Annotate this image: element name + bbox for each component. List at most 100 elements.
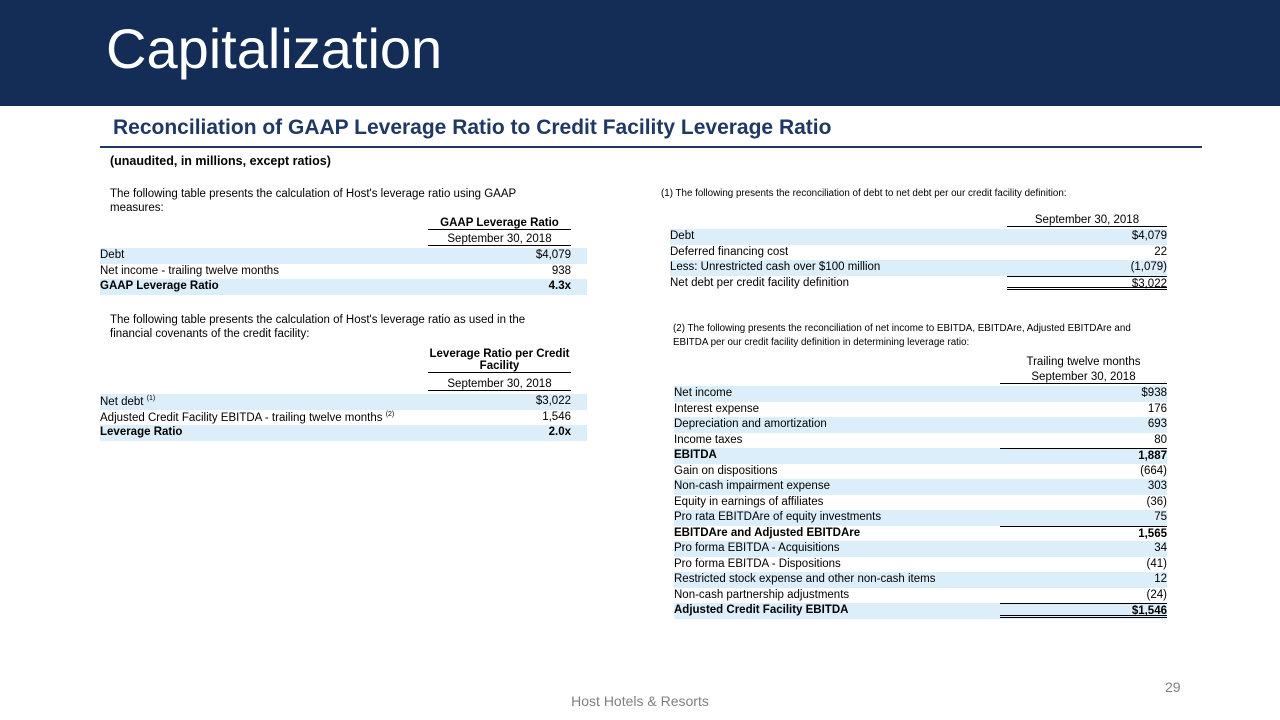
- label-text: Debt: [100, 249, 125, 261]
- footnote-ref: (2): [385, 410, 395, 418]
- column-period: September 30, 2018: [428, 233, 571, 246]
- value-cell: $3,022: [1007, 275, 1167, 290]
- row-label: Gain on dispositions: [674, 465, 778, 477]
- row-label: Interest expense: [674, 403, 759, 415]
- table-row: Restricted stock expense and other non-c…: [674, 572, 1167, 588]
- label-text: Deferred financing cost: [670, 245, 789, 258]
- row-label: Equity in earnings of affiliates: [674, 496, 823, 508]
- value-cell: 2.0x: [548, 426, 571, 439]
- row-label: Debt: [100, 249, 124, 261]
- label-text: Non-cash impairment expense: [674, 480, 830, 492]
- subtitle: Reconciliation of GAAP Leverage Ratio to…: [113, 116, 832, 139]
- label-text: Debt: [670, 230, 695, 242]
- footnote-ref: (1): [146, 395, 156, 402]
- value-cell: 1,887: [1000, 448, 1167, 463]
- row-label: EBITDAre and Adjusted EBITDAre: [674, 527, 860, 539]
- table-row: Equity in earnings of affiliates (36): [674, 495, 1167, 511]
- divider: [100, 146, 1202, 148]
- value-cell: $1,546: [1000, 603, 1167, 618]
- table-row: Depreciation and amortization 693: [674, 417, 1167, 433]
- row-label: Pro rata EBITDAre of equity investments: [674, 511, 881, 523]
- value-cell: 176: [1147, 402, 1167, 415]
- table-row: Interest expense 176: [674, 402, 1167, 418]
- value-cell: $3,022: [535, 395, 571, 407]
- table-row: Net debt per credit facility definition $…: [670, 275, 1167, 292]
- table-row: Net income $938: [674, 386, 1167, 402]
- label-text: Pro rata EBITDAre of equity investments: [674, 511, 882, 523]
- value-cell: 303: [1147, 480, 1167, 492]
- table-row: Non-cash partnership adjustments (24): [674, 588, 1167, 604]
- page-number: 29: [1165, 679, 1181, 695]
- row-label: Adjusted Credit Facility EBITDA: [674, 604, 848, 616]
- table-row: Debt $4,079: [670, 229, 1167, 245]
- label-text: Equity in earnings of affiliates: [674, 495, 824, 508]
- value-cell: 80: [1154, 433, 1167, 446]
- row-label: Non-cash impairment expense: [674, 480, 830, 492]
- value-cell: 4.3x: [548, 280, 571, 293]
- label-text: EBITDA: [674, 449, 717, 461]
- row-label: Debt: [670, 230, 694, 242]
- row-label: Net income: [674, 387, 732, 399]
- value-cell: (24): [1146, 588, 1167, 601]
- row-label: Pro forma EBITDA - Acquisitions: [674, 542, 840, 554]
- table-row: Debt $4,079: [100, 248, 587, 264]
- row-label: Depreciation and amortization: [674, 418, 827, 430]
- row-label: Non-cash partnership adjustments: [674, 589, 849, 601]
- row-label: Leverage Ratio: [100, 426, 182, 438]
- label-text: Leverage Ratio: [100, 426, 183, 439]
- label-text: EBITDAre and Adjusted EBITDAre: [674, 526, 861, 539]
- value-cell: 22: [1154, 245, 1167, 258]
- table-row: Income taxes 80: [674, 433, 1167, 449]
- row-label: Net income - trailing twelve months: [100, 265, 279, 277]
- row-label: Pro forma EBITDA - Dispositions: [674, 558, 841, 570]
- label-text: Net income - trailing twelve months: [100, 264, 279, 277]
- table-row: Adjusted Credit Facility EBITDA - traili…: [100, 410, 587, 426]
- value-cell: 34: [1154, 542, 1167, 554]
- value-cell: $4,079: [1131, 230, 1167, 242]
- label-text: Pro forma EBITDA - Acquisitions: [674, 542, 840, 554]
- value-cell: 1,565: [1000, 525, 1167, 541]
- table-row: Net debt (1) $3,022: [100, 394, 587, 410]
- table-row: Pro forma EBITDA - Dispositions (41): [674, 557, 1167, 573]
- label-text: Net debt: [100, 395, 144, 408]
- value-cell: 12: [1154, 573, 1167, 585]
- value-cell: $4,079: [535, 249, 571, 261]
- label-text: Restricted stock expense and other non-c…: [674, 573, 936, 585]
- table-intro: The following table presents the calcula…: [110, 314, 526, 340]
- table-row: Net income - trailing twelve months 938: [100, 264, 587, 280]
- footer-company: Host Hotels & Resorts: [571, 693, 709, 709]
- table-row: Leverage Ratio 2.0x: [100, 425, 587, 442]
- value-cell: 938: [551, 264, 571, 277]
- table-row: GAAP Leverage Ratio 4.3x: [100, 279, 587, 296]
- table-row: Adjusted Credit Facility EBITDA $1,546: [674, 603, 1167, 619]
- row-label: GAAP Leverage Ratio: [100, 280, 219, 292]
- header-bar: [0, 0, 1280, 106]
- value-cell: (41): [1146, 557, 1167, 570]
- table-intro: The following table presents the calcula…: [110, 188, 516, 214]
- table-row: Less: Unrestricted cash over $100 millio…: [670, 260, 1167, 276]
- column-period: September 30, 2018: [1000, 371, 1167, 384]
- value-cell: $938: [1141, 387, 1167, 399]
- label-text: Depreciation and amortization: [674, 418, 827, 430]
- table-row: Gain on dispositions (664): [674, 464, 1167, 480]
- label-text: Gain on dispositions: [674, 464, 778, 477]
- column-period: September 30, 2018: [428, 378, 571, 391]
- value-cell: (1,079): [1130, 261, 1167, 273]
- label-text: Less: Unrestricted cash over $100 millio…: [670, 261, 881, 273]
- table-row: EBITDAre and Adjusted EBITDAre 1,565: [674, 525, 1167, 542]
- value-cell: 75: [1154, 511, 1167, 523]
- label-text: Net income: [674, 387, 733, 399]
- label-text: Net debt per credit facility definition: [670, 276, 849, 289]
- row-label: Restricted stock expense and other non-c…: [674, 573, 935, 585]
- row-label: Net debt (1): [100, 395, 155, 408]
- value-cell: 1,546: [542, 410, 571, 423]
- column-period: September 30, 2018: [1007, 214, 1167, 227]
- table-row: Non-cash impairment expense 303: [674, 479, 1167, 495]
- table-row: Pro rata EBITDAre of equity investments 7…: [674, 510, 1167, 526]
- label-text: Pro forma EBITDA - Dispositions: [674, 557, 841, 570]
- table-row: Deferred financing cost 22: [670, 245, 1167, 261]
- label-text: Interest expense: [674, 402, 760, 415]
- table-row: Pro forma EBITDA - Acquisitions 34: [674, 541, 1167, 557]
- column-header: Trailing twelve months: [1026, 356, 1141, 368]
- value-cell: 693: [1147, 418, 1167, 430]
